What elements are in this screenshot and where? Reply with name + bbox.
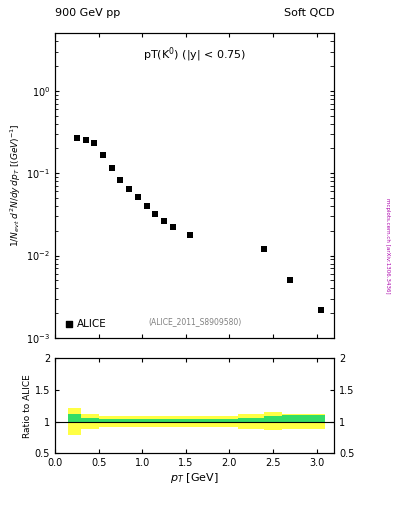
Point [117,176,123,184]
Point [143,202,150,210]
Text: Soft QCD: Soft QCD [284,8,334,18]
Point [318,306,324,314]
Text: 900 GeV pp: 900 GeV pp [55,8,120,18]
Point [135,193,141,201]
Point [152,210,158,218]
Y-axis label: Ratio to ALICE: Ratio to ALICE [23,374,32,438]
Point [126,184,132,193]
Point [170,223,176,231]
X-axis label: $p_T$ [GeV]: $p_T$ [GeV] [170,471,219,485]
Text: (ALICE_2011_S8909580): (ALICE_2011_S8909580) [148,317,241,326]
Point [161,217,167,225]
Point [187,230,193,239]
Point [287,276,294,285]
Point [108,164,115,173]
Y-axis label: $1/N_{evt}\ d^2N/dy\,dp_T\ [(GeV)^{-1}]$: $1/N_{evt}\ d^2N/dy\,dp_T\ [(GeV)^{-1}]$ [9,124,24,247]
Legend: ALICE: ALICE [60,314,111,333]
Point [91,139,97,147]
Point [100,151,106,159]
Text: mcplots.cern.ch [arXiv:1306.3436]: mcplots.cern.ch [arXiv:1306.3436] [385,198,389,293]
Point [261,245,268,253]
Point [73,134,80,142]
Text: pT(K$^0$) (|y| < 0.75): pT(K$^0$) (|y| < 0.75) [143,46,246,64]
Point [83,136,89,144]
